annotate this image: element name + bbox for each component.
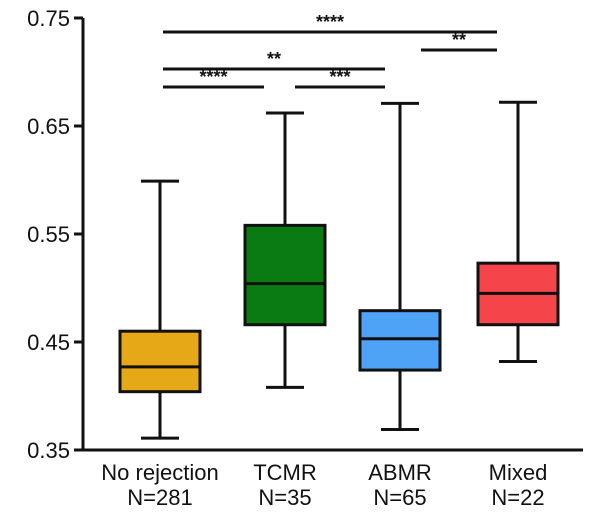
box-3 xyxy=(476,100,560,363)
y-tick-label: 0.55 xyxy=(27,222,70,247)
iqr-box xyxy=(358,309,442,372)
iqr-box xyxy=(243,223,327,327)
y-tick-label: 0.65 xyxy=(27,114,70,139)
category-label: No rejection xyxy=(101,460,218,485)
category-n-label: N=22 xyxy=(491,485,544,510)
significance-label: **** xyxy=(199,67,227,87)
significance-label: *** xyxy=(329,67,350,87)
significance-brackets: ************ *** xyxy=(163,12,497,89)
box-0 xyxy=(118,179,202,440)
category-n-label: N=35 xyxy=(258,485,311,510)
iqr-box xyxy=(118,329,202,394)
significance-label: **** xyxy=(316,12,344,32)
significance-label: ** xyxy=(267,49,281,69)
category-n-label: N=65 xyxy=(373,485,426,510)
category-label: TCMR xyxy=(253,460,317,485)
category-n-label: N=281 xyxy=(127,485,192,510)
box-2 xyxy=(358,101,442,431)
y-tick-label: 0.75 xyxy=(27,6,70,31)
y-tick-label: 0.45 xyxy=(27,330,70,355)
y-tick-label: 0.35 xyxy=(27,438,70,463)
y-axis: 0.35 0.45 0.55 0.65 0.75 xyxy=(27,6,583,463)
category-label: Mixed xyxy=(489,460,548,485)
box-1 xyxy=(243,111,327,389)
boxes xyxy=(118,100,560,440)
significance-label: ** xyxy=(452,30,466,50)
category-label: ABMR xyxy=(368,460,432,485)
